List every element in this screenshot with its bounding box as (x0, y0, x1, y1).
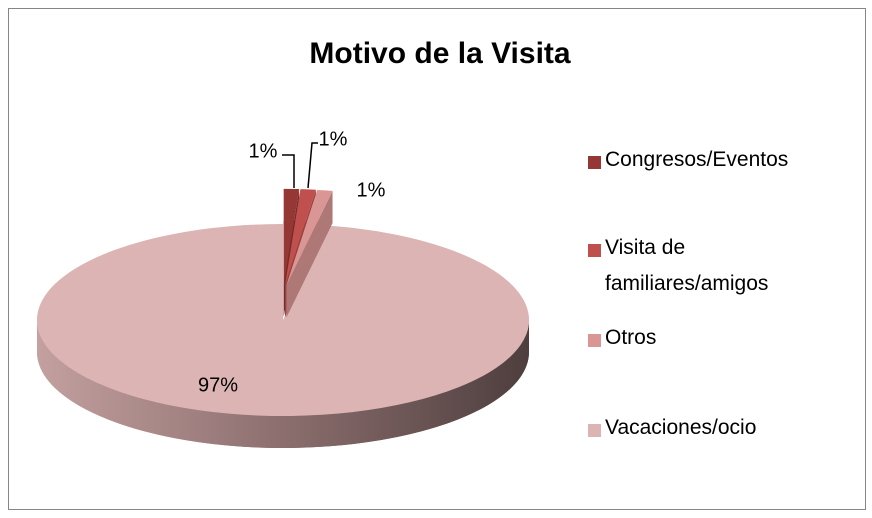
legend-label: Visita de familiares/amigos (605, 236, 769, 295)
slice (37, 224, 530, 417)
slice (286, 189, 333, 286)
slice-side (286, 190, 333, 318)
data-label: 1% (249, 140, 278, 162)
legend-item: Otros (588, 326, 848, 356)
slice-side (37, 320, 529, 448)
legend-item: Visita de familiares/amigos (588, 236, 848, 302)
legend-swatch (588, 156, 601, 169)
pie (37, 188, 530, 449)
data-label: 1% (319, 128, 348, 150)
leader-line (307, 142, 318, 189)
legend-swatch (588, 424, 601, 437)
leader-line (282, 154, 295, 188)
legend-swatch (588, 244, 601, 257)
legend-label: Otros (605, 326, 657, 349)
legend-item: Congresos/Eventos (588, 148, 848, 178)
legend-label: Vacaciones/ocio (605, 416, 757, 439)
slice (285, 189, 316, 285)
data-label: 1% (357, 179, 386, 201)
chart-title: Motivo de la Visita (309, 37, 570, 70)
legend-swatch (588, 334, 601, 347)
legend-item: Vacaciones/ocio (588, 416, 848, 446)
legend-label: Congresos/Eventos (605, 148, 789, 171)
slice (283, 188, 300, 285)
data-label: 97% (198, 374, 238, 396)
